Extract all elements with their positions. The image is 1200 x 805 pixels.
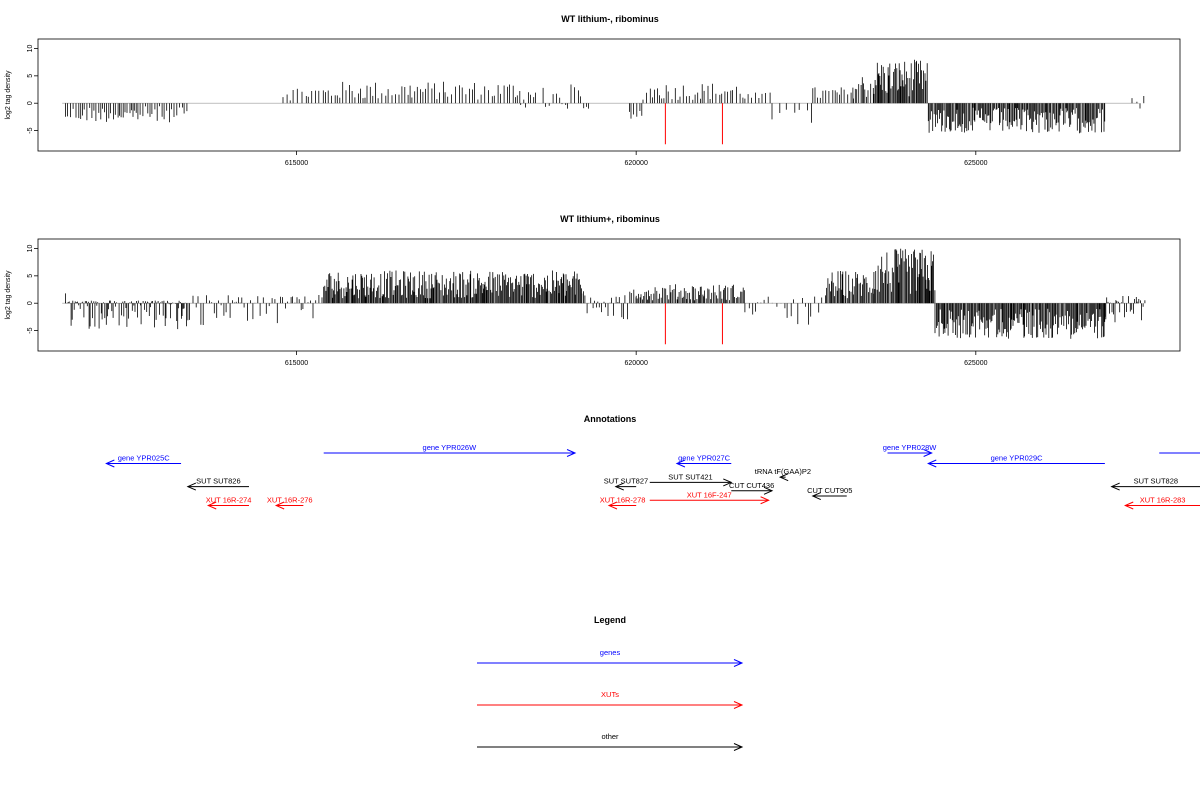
- feature-other: SUT SUT826: [186, 477, 249, 491]
- feature-gene: gene YPR028W: [883, 443, 938, 457]
- arrow-head: [675, 459, 686, 468]
- legend-items: genes XUTs other: [477, 648, 744, 751]
- feature-label: SUT SUT421: [668, 472, 712, 481]
- track-title: WT lithium+, ribominus: [560, 214, 660, 224]
- feature-label: XUT 16F-247: [687, 490, 732, 499]
- feature-label: gene YPR028W: [883, 443, 938, 452]
- arrow-head: [206, 501, 217, 510]
- legend-label: XUTs: [601, 690, 619, 699]
- track-panel-lithium-minus: WT lithium-, ribominus log2 tag density …: [5, 14, 1181, 167]
- feature-other: CUT CUT905: [807, 486, 852, 501]
- x-tick-label: 615000: [285, 160, 308, 167]
- feature-label: CUT CUT436: [729, 481, 774, 490]
- y-axis-label: log2 tag density: [5, 70, 12, 120]
- arrow-head: [105, 459, 115, 468]
- arrow-head: [760, 496, 770, 505]
- arrow-head: [733, 743, 744, 751]
- arrow-head: [778, 473, 789, 482]
- arrow-head: [811, 492, 821, 501]
- feature-other: SUT SUT828: [1110, 477, 1200, 491]
- track-panel-lithium-plus: WT lithium+, ribominus log2 tag density …: [5, 214, 1181, 367]
- arrow-head: [763, 486, 774, 495]
- feature-xut: XUT 16R-276: [267, 496, 313, 510]
- plot-area: [62, 59, 1145, 145]
- feature-xut: XUT 16R-278: [600, 496, 646, 510]
- track-title: WT lithium-, ribominus: [561, 14, 659, 24]
- legend-item-gene: genes: [477, 648, 744, 667]
- annotations-title: Annotations: [584, 414, 637, 424]
- arrow-head: [927, 459, 937, 468]
- feature-label: CUT CUT905: [807, 486, 852, 495]
- y-tick-label: 10: [27, 244, 34, 252]
- feature-other: SUT SUT421: [649, 472, 733, 487]
- feature-gene: gene YPR025C: [105, 454, 182, 468]
- arrow-head: [733, 701, 744, 709]
- x-tick-label: 625000: [964, 360, 987, 367]
- plot-frame: [37, 38, 1181, 152]
- arrow-head: [186, 482, 197, 491]
- y-tick-label: 10: [27, 44, 34, 52]
- feature-gene: gene YPR027C: [675, 454, 732, 468]
- legend-label: genes: [600, 648, 621, 657]
- arrow-head: [566, 449, 577, 457]
- feature-label: SUT SUT826: [196, 477, 240, 486]
- legend-item-other: other: [477, 732, 744, 751]
- arrow-head: [1123, 501, 1134, 510]
- y-tick-label: 0: [27, 301, 34, 305]
- feature-label: SUT SUT827: [604, 477, 648, 486]
- feature-xut: XUT 16R-283: [1123, 496, 1200, 510]
- feature-label: gene YPR029C: [991, 454, 1044, 463]
- x-tick-label: 615000: [285, 360, 308, 367]
- y-tick-label: 5: [27, 74, 34, 78]
- plot-frame: [37, 238, 1181, 352]
- arrow-head: [1110, 482, 1120, 491]
- feature-label: XUT 16R-276: [267, 496, 313, 505]
- feature-label: gene YPR025C: [118, 454, 171, 463]
- legend-panel: Legend genes XUTs other: [477, 615, 744, 751]
- y-tick-label: -5: [27, 127, 34, 133]
- y-tick-label: -5: [27, 327, 34, 333]
- legend-label: other: [601, 732, 619, 741]
- feature-gene: gene YPR029C: [927, 454, 1105, 468]
- feature-gene: gene YPR026W: [323, 443, 577, 457]
- feature-label: gene YPR027C: [678, 454, 731, 463]
- y-axis-label: log2 tag density: [5, 270, 12, 320]
- x-tick-label: 620000: [624, 360, 647, 367]
- arrow-head: [733, 659, 744, 667]
- legend-item-xut: XUTs: [477, 690, 744, 709]
- arrow-head: [614, 482, 624, 491]
- feature-xut: XUT 16R-274: [206, 496, 252, 510]
- plot-area: [62, 248, 1146, 345]
- feature-other: SUT SUT827: [604, 477, 648, 491]
- x-tick-label: 625000: [964, 160, 987, 167]
- x-tick-label: 620000: [624, 160, 647, 167]
- feature-label: XUT 16R-278: [600, 496, 646, 505]
- arrow-head: [723, 478, 733, 487]
- feature-label: XUT 16R-283: [1140, 496, 1186, 505]
- arrow-head: [274, 501, 285, 510]
- legend-title: Legend: [594, 615, 626, 625]
- feature-other: CUT CUT436: [729, 481, 774, 495]
- y-tick-label: 0: [27, 101, 34, 105]
- arrow-head: [607, 501, 618, 510]
- feature-xut: XUT 16F-247: [649, 490, 770, 505]
- feature-label: SUT SUT828: [1134, 477, 1178, 486]
- feature-label: XUT 16R-274: [206, 496, 252, 505]
- feature-other: tRNA tF(GAA)P2: [755, 467, 811, 482]
- feature-label: tRNA tF(GAA)P2: [755, 467, 811, 476]
- arrow-head: [923, 449, 933, 457]
- feature-label: gene YPR026W: [423, 443, 478, 452]
- feature-layer: gene YPR025C gene YPR026W gene YPR027C gene…: [105, 443, 1200, 510]
- y-tick-label: 5: [27, 274, 34, 278]
